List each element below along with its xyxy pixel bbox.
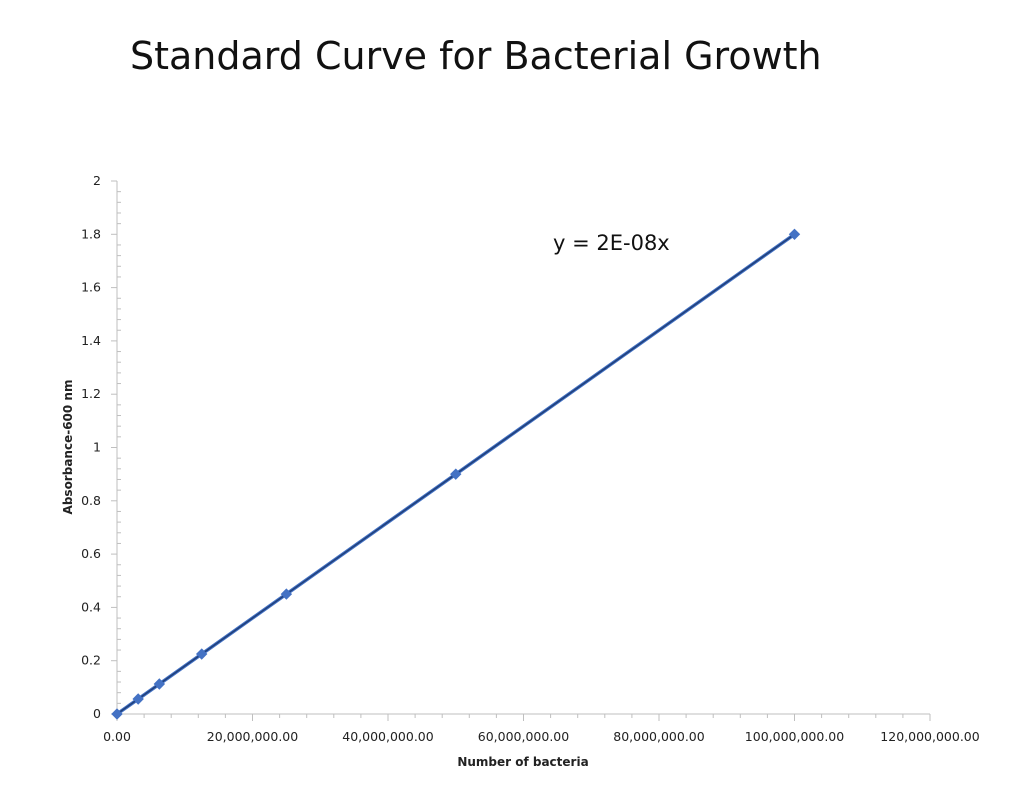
x-tick-label: 60,000,000.00	[478, 729, 569, 744]
data-point-marker	[111, 708, 123, 720]
y-tick-label: 1.2	[81, 386, 101, 401]
y-tick-label: 0.4	[81, 599, 101, 614]
x-tick-label: 100,000,000.00	[745, 729, 844, 744]
x-tick-label: 0.00	[103, 729, 131, 744]
y-tick-label: 1.6	[81, 280, 101, 295]
data-point-marker	[788, 228, 801, 241]
y-tick-label: 1.4	[81, 333, 101, 348]
data-point-marker	[450, 468, 462, 480]
data-point-marker	[195, 648, 208, 660]
x-tick-label: 80,000,000.00	[613, 729, 704, 744]
y-tick-label: 0.6	[81, 546, 101, 561]
chart-title: Standard Curve for Bacterial Growth	[130, 34, 822, 78]
x-axis-title: Number of bacteria	[457, 755, 588, 769]
x-tick-label: 40,000,000.00	[342, 729, 433, 744]
data-point-marker	[132, 693, 144, 705]
y-tick-label: 0	[93, 706, 101, 721]
y-axis-title: Absorbance-600 nm	[61, 380, 75, 515]
y-tick-label: 1.8	[81, 226, 101, 241]
y-tick-label: 2	[93, 173, 101, 188]
y-tick-label: 0.8	[81, 493, 101, 508]
data-point-marker	[280, 588, 293, 600]
trendline-equation: y = 2E-08x	[553, 231, 670, 255]
data-point-marker	[153, 678, 166, 690]
x-tick-label: 120,000,000.00	[880, 729, 979, 744]
y-tick-label: 0.2	[81, 653, 101, 668]
x-tick-label: 20,000,000.00	[207, 729, 298, 744]
axes	[111, 180, 931, 721]
y-tick-label: 1	[93, 440, 101, 455]
data-points	[111, 228, 801, 720]
tick-labels: 0 0.2 0.4 0.6 0.8 1 1.2 1.4 1.6 1.8 2 0.00 20,000,00…	[81, 173, 980, 744]
